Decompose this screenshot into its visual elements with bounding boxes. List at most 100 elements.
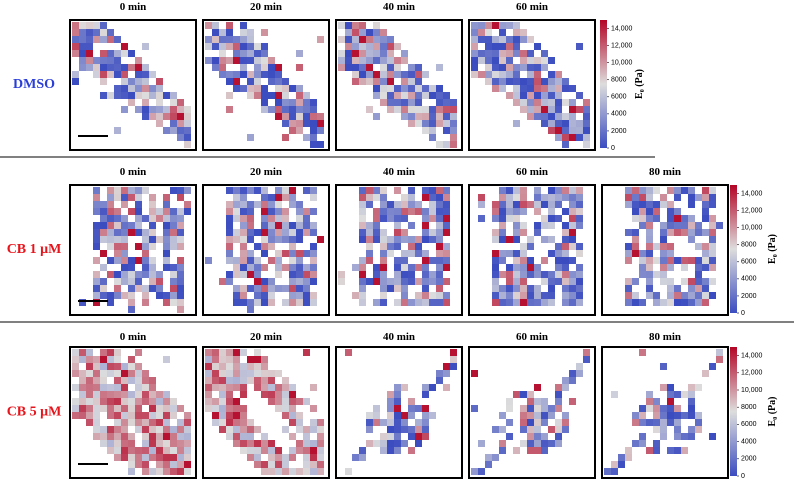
map-cell [569, 271, 576, 278]
map-cell [548, 285, 555, 292]
map-cell [681, 229, 688, 236]
map-cell [107, 187, 114, 194]
map-cell [114, 127, 121, 134]
map-cell [121, 187, 128, 194]
map-cell [513, 22, 520, 29]
map-cell [107, 356, 114, 363]
map-cell [499, 285, 506, 292]
map-cell [506, 419, 513, 426]
map-cell [632, 194, 639, 201]
map-cell [177, 113, 184, 120]
map-cell [534, 92, 541, 99]
map-cell [303, 250, 310, 257]
map-cell [387, 215, 394, 222]
map-cell [625, 194, 632, 201]
map-cell [499, 36, 506, 43]
colorbar-tick-label: 14,000 [741, 352, 763, 359]
map-cell [142, 64, 149, 71]
map-cell [632, 201, 639, 208]
map-cell [359, 299, 366, 306]
map-cell [170, 405, 177, 412]
map-cell [415, 106, 422, 113]
map-cell [240, 243, 247, 250]
map-cell [100, 222, 107, 229]
map-cell [177, 285, 184, 292]
map-cell [86, 391, 93, 398]
map-cell [387, 285, 394, 292]
map-cell [219, 419, 226, 426]
map-cell [233, 370, 240, 377]
colorbar-label: E₀ (Pa) [767, 397, 778, 427]
map-cell [100, 92, 107, 99]
map-cell [366, 236, 373, 243]
map-cell [93, 187, 100, 194]
map-cell [366, 194, 373, 201]
map-cell [555, 215, 562, 222]
map-cell [268, 64, 275, 71]
map-cell [548, 194, 555, 201]
map-cell [219, 398, 226, 405]
map-cell [688, 187, 695, 194]
map-cell [296, 222, 303, 229]
map-cell [394, 412, 401, 419]
map-cell [387, 208, 394, 215]
colorbar-tick-label: 14,000 [611, 25, 633, 32]
map-cell [121, 363, 128, 370]
map-cell [478, 57, 485, 64]
map-cell [520, 292, 527, 299]
map-cell [261, 201, 268, 208]
map-cell [282, 134, 289, 141]
map-cell [436, 201, 443, 208]
map-cell [583, 356, 590, 363]
map-cell [527, 299, 534, 306]
map-cell [471, 50, 478, 57]
map-cell [226, 222, 233, 229]
map-cell [310, 447, 317, 454]
map-cell [380, 78, 387, 85]
map-cell [93, 412, 100, 419]
map-cell [268, 78, 275, 85]
map-cell [422, 264, 429, 271]
map-cell [121, 257, 128, 264]
map-cell [163, 412, 170, 419]
map-cell [527, 36, 534, 43]
panel-title: 60 min [516, 166, 548, 178]
map-cell [646, 194, 653, 201]
map-cell [282, 99, 289, 106]
map-cell [429, 92, 436, 99]
map-cell [240, 250, 247, 257]
map-cell [142, 285, 149, 292]
map-cell [387, 278, 394, 285]
map-cell [716, 356, 723, 363]
map-cell [506, 299, 513, 306]
map-cell [380, 229, 387, 236]
map-cell [443, 292, 450, 299]
map-cell [401, 412, 408, 419]
map-cell [534, 71, 541, 78]
map-cell [429, 412, 436, 419]
map-cell [373, 29, 380, 36]
map-cell [128, 440, 135, 447]
map-cell [212, 57, 219, 64]
map-cell [240, 236, 247, 243]
map-cell [646, 278, 653, 285]
map-cell [352, 36, 359, 43]
colorbar-tick-label: 0 [741, 310, 745, 317]
map-cell [373, 215, 380, 222]
map-cell [562, 222, 569, 229]
map-cell [674, 433, 681, 440]
map-cell [128, 363, 135, 370]
map-cell [513, 257, 520, 264]
map-cell [569, 398, 576, 405]
map-cell [639, 440, 646, 447]
map-cell [296, 447, 303, 454]
map-cell [513, 85, 520, 92]
map-cell [709, 222, 716, 229]
map-cell [128, 50, 135, 57]
map-cell [79, 22, 86, 29]
map-cell [135, 229, 142, 236]
map-cell [548, 292, 555, 299]
map-cell [247, 370, 254, 377]
stiffness-map [478, 187, 583, 306]
map-cell [156, 468, 163, 475]
